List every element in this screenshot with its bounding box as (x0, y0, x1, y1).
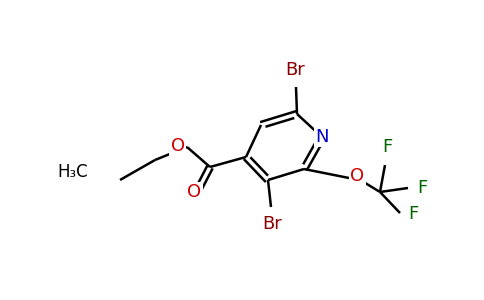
Text: F: F (408, 205, 418, 223)
Text: F: F (417, 179, 427, 197)
Text: N: N (315, 128, 329, 146)
Text: O: O (187, 183, 201, 201)
Text: O: O (171, 137, 185, 155)
Text: Br: Br (262, 215, 282, 233)
Text: Br: Br (285, 61, 305, 79)
Text: F: F (382, 138, 392, 156)
Text: H₃C: H₃C (58, 163, 88, 181)
Text: O: O (350, 167, 364, 185)
